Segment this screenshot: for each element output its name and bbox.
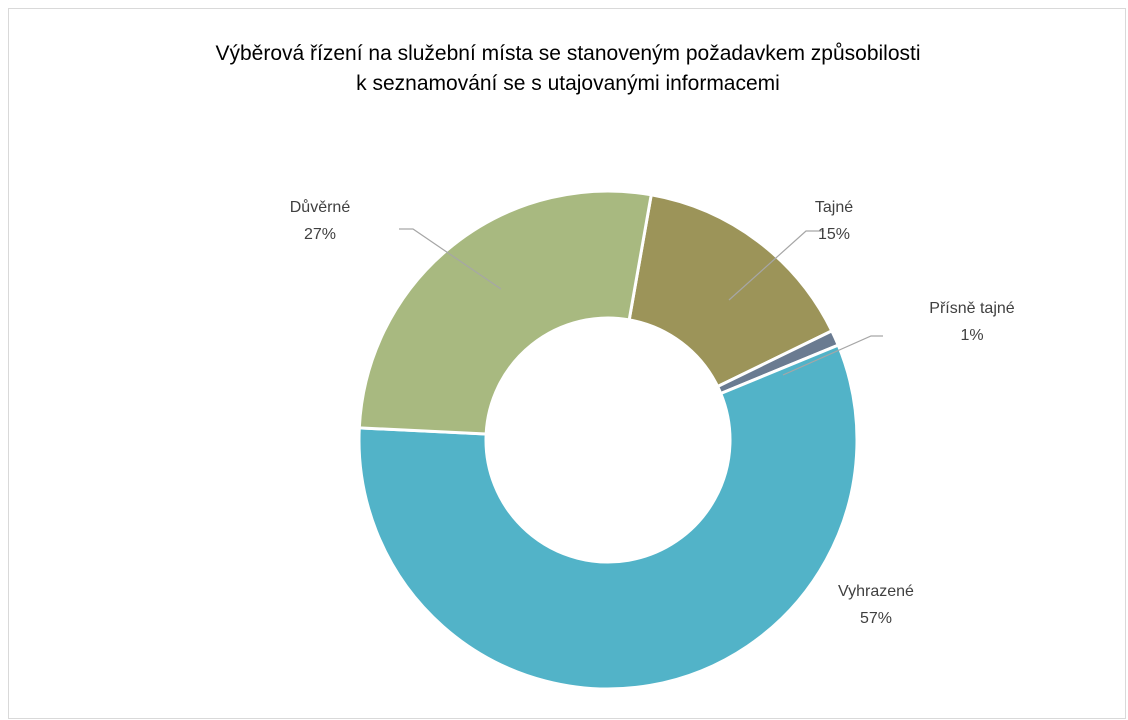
- slice-tajne: [627, 193, 834, 389]
- slice-percent-duverne: 27%: [304, 226, 336, 243]
- chart-title: Výběrová řízení na služební místa se sta…: [9, 39, 1127, 99]
- slice-label-vyhrazene: Vyhrazené: [838, 583, 914, 600]
- labels-layer: Tajné 15% Přísně tajné 1% Vyhrazené 57% Důvěrn…: [290, 198, 1015, 627]
- leader-line-prisne-tajne: [782, 335, 883, 376]
- slice-label-tajne: Tajné: [815, 199, 853, 216]
- slice-percent-prisne-tajne: 1%: [960, 327, 983, 344]
- slice-percent-vyhrazene: 57%: [860, 610, 892, 627]
- slice-label-duverne: Důvěrné: [290, 198, 351, 216]
- slice-vyhrazene: [357, 343, 859, 691]
- leader-line-duverne: [399, 228, 502, 290]
- slice-label-prisne-tajne: Přísně tajné: [929, 300, 1014, 317]
- slice-percent-tajne: 15%: [818, 226, 850, 243]
- slice-duverne: [357, 189, 653, 436]
- leader-lines-layer: [399, 228, 883, 376]
- leader-line-tajne: [728, 230, 824, 301]
- chart-title-line-2: k seznamování se s utajovanými informace…: [356, 72, 780, 95]
- slices-layer: [357, 189, 859, 691]
- chart-title-line-1: Výběrová řízení na služební místa se sta…: [215, 42, 921, 65]
